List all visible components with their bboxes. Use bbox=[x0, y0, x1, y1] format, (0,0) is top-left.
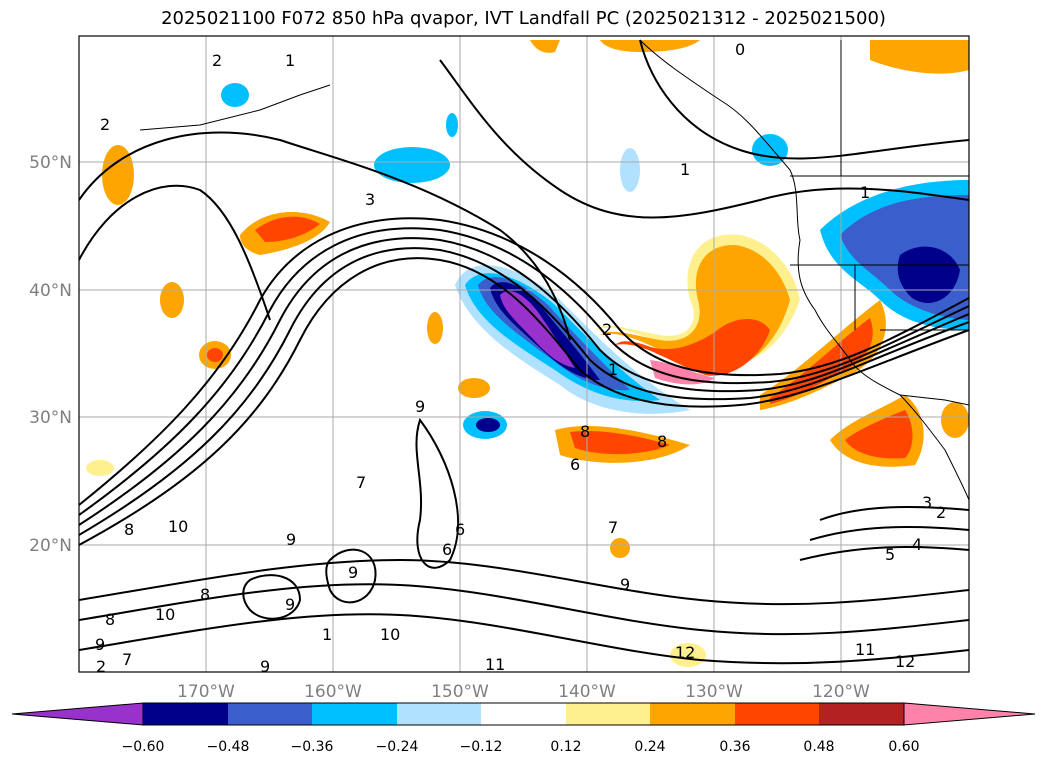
contour-label: 2 bbox=[212, 51, 222, 70]
contour-label: 8 bbox=[580, 422, 590, 441]
contour-label: 12 bbox=[895, 652, 915, 671]
contour-label: 6 bbox=[442, 540, 452, 559]
colorbar-segment bbox=[650, 703, 735, 725]
contour-label: 9 bbox=[285, 595, 295, 614]
ivt-contours bbox=[79, 39, 969, 665]
colorbar-tick-label: −0.48 bbox=[207, 739, 250, 755]
colorbar-tick-label: 0.48 bbox=[803, 739, 834, 755]
contour-label: 6 bbox=[570, 455, 580, 474]
contour-label: 8 bbox=[124, 520, 134, 539]
colorbar-segment bbox=[566, 703, 650, 725]
contour-label: 8 bbox=[657, 432, 667, 451]
contour-label: 8 bbox=[200, 585, 210, 604]
colorbar-segment bbox=[397, 703, 481, 725]
contour-label: 6 bbox=[455, 520, 465, 539]
contour-label: 7 bbox=[122, 650, 132, 669]
lat-label: 20°N bbox=[29, 536, 72, 556]
lon-label: 160°W bbox=[304, 682, 362, 702]
coastlines bbox=[139, 39, 969, 501]
contour-label: 9 bbox=[95, 635, 105, 654]
lon-label: 150°W bbox=[431, 682, 489, 702]
lon-label: 170°W bbox=[177, 682, 235, 702]
contour-label: 3 bbox=[922, 493, 932, 512]
contour-label: 2 bbox=[936, 503, 946, 522]
lon-label: 120°W bbox=[812, 682, 870, 702]
contour-label: 1 bbox=[285, 51, 295, 70]
colorbar-tick-label: −0.36 bbox=[291, 739, 334, 755]
lat-label: 30°N bbox=[29, 408, 72, 428]
contour-label: 9 bbox=[415, 397, 425, 416]
contour-label: 1 bbox=[608, 360, 618, 379]
contour-label: 9 bbox=[620, 575, 630, 594]
lon-label: 140°W bbox=[558, 682, 616, 702]
colorbar-segment bbox=[481, 703, 566, 725]
colorbar-extend-right bbox=[903, 702, 1036, 726]
contour-label: 2 bbox=[602, 320, 612, 339]
contour-label: 7 bbox=[356, 473, 366, 492]
contour-label: 1 bbox=[680, 160, 690, 179]
contour-label: 8 bbox=[105, 610, 115, 629]
contour-label: 4 bbox=[912, 535, 922, 554]
map-frame bbox=[78, 35, 970, 673]
contour-label: 3 bbox=[365, 190, 375, 209]
colorbar-tick-label: −0.24 bbox=[376, 739, 419, 755]
contour-label: 2 bbox=[96, 657, 106, 676]
colorbar-segment bbox=[735, 703, 819, 725]
contour-label: 11 bbox=[485, 655, 505, 674]
latitude-labels: 50°N 40°N 30°N 20°N bbox=[29, 153, 72, 556]
contour-label: 1 bbox=[860, 183, 870, 202]
contour-label: 9 bbox=[286, 530, 296, 549]
contour-label: 10 bbox=[380, 625, 400, 644]
colorbar-tick-label: 0.60 bbox=[888, 739, 919, 755]
anomaly-fill bbox=[86, 40, 969, 667]
colorbar-tick-label: −0.60 bbox=[122, 739, 165, 755]
contour-label: 5 bbox=[885, 545, 895, 564]
contour-label: 7 bbox=[608, 518, 618, 537]
lat-label: 40°N bbox=[29, 281, 72, 301]
longitude-labels: 170°W 160°W 150°W 140°W 130°W 120°W bbox=[177, 682, 870, 702]
colorbar-segment bbox=[819, 703, 904, 725]
colorbar-segment bbox=[228, 703, 312, 725]
contour-label: 1 bbox=[322, 625, 332, 644]
contour-label: 2 bbox=[100, 115, 110, 134]
lat-label: 50°N bbox=[29, 153, 72, 173]
contour-label: 12 bbox=[675, 643, 695, 662]
colorbar-tick-label: −0.12 bbox=[460, 739, 503, 755]
contour-label-group: 2 1 0 2 3 1 1 2 1 7 9 8 6 6 7 9 9 6 8 8 … bbox=[95, 40, 946, 676]
colorbar-extend-left bbox=[11, 702, 144, 726]
map-title: 2025021100 F072 850 hPa qvapor, IVT Land… bbox=[161, 8, 886, 29]
contour-label: 0 bbox=[735, 40, 745, 59]
contour-label: 10 bbox=[168, 517, 188, 536]
colorbar: −0.60 −0.48 −0.36 −0.24 −0.12 0.12 0.24 … bbox=[11, 702, 1036, 755]
contour-label: 9 bbox=[260, 657, 270, 676]
contour-label: 9 bbox=[348, 563, 358, 582]
colorbar-tick-label: 0.36 bbox=[719, 739, 750, 755]
colorbar-tick-label: 0.12 bbox=[550, 739, 581, 755]
contour-label: 10 bbox=[155, 605, 175, 624]
lon-label: 130°W bbox=[685, 682, 743, 702]
colorbar-segment bbox=[312, 703, 397, 725]
contour-label: 11 bbox=[855, 640, 875, 659]
colorbar-segment bbox=[143, 703, 228, 725]
colorbar-tick-label: 0.24 bbox=[634, 739, 665, 755]
